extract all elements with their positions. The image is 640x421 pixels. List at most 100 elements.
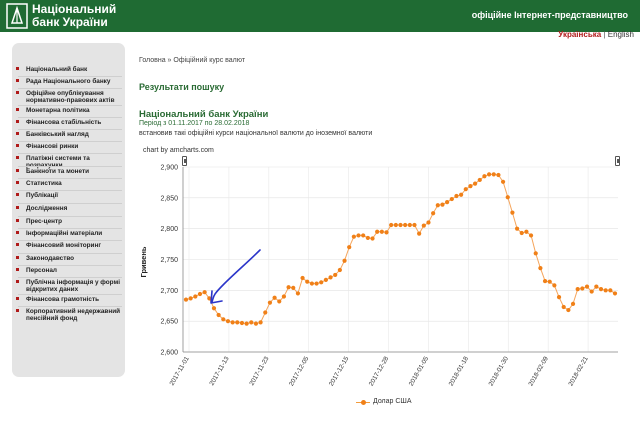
sidebar-item[interactable]: Фінансова грамотність [16,296,124,303]
data-point[interactable] [351,234,356,239]
data-point[interactable] [188,296,193,301]
data-point[interactable] [342,258,347,263]
data-point[interactable] [379,229,384,234]
data-point[interactable] [445,200,450,205]
data-point[interactable] [542,278,548,284]
sidebar-item[interactable]: Законодавство [16,255,124,262]
data-point[interactable] [356,233,361,238]
data-point[interactable] [459,192,464,197]
sidebar-item[interactable]: Фінансовий моніторинг [16,242,124,249]
sidebar-item[interactable]: Банкноти та монети [16,168,124,175]
data-point[interactable] [197,291,203,297]
data-point[interactable] [417,231,422,236]
data-point[interactable] [612,291,618,296]
data-point[interactable] [491,172,496,177]
data-point[interactable] [305,279,310,284]
sidebar-item[interactable]: Персонал [16,267,124,274]
data-point[interactable] [263,310,268,315]
data-point[interactable] [412,222,417,228]
data-point[interactable] [281,294,287,299]
data-point[interactable] [594,284,599,289]
sidebar-item[interactable]: Дослідження [16,205,124,212]
data-point[interactable] [500,179,506,184]
data-point[interactable] [258,320,263,325]
data-point[interactable] [384,230,389,235]
data-point[interactable] [193,294,198,299]
data-point[interactable] [207,296,212,301]
data-point[interactable] [333,272,338,278]
data-point[interactable] [575,287,580,292]
data-point[interactable] [295,291,301,296]
legend-label[interactable]: Долар США [373,398,412,405]
data-point[interactable] [482,174,487,179]
data-point[interactable] [463,187,468,192]
data-point[interactable] [514,226,520,231]
data-point[interactable] [323,277,328,282]
data-point[interactable] [538,266,543,271]
sidebar-item[interactable]: Публікації [16,192,124,199]
sidebar-item[interactable]: Прес-центр [16,218,124,225]
chart-credit-link[interactable]: chart by amcharts.com [143,147,214,154]
data-point[interactable] [496,172,501,178]
data-point[interactable] [230,320,235,325]
data-point[interactable] [216,312,221,318]
data-point[interactable] [473,181,478,186]
data-point[interactable] [291,285,296,290]
nbu-logo-icon[interactable] [6,3,28,29]
data-point[interactable] [468,184,473,189]
sidebar-item[interactable]: Корпоративний недержавний пенсійний фонд [16,308,124,322]
data-point[interactable] [309,281,315,286]
data-point[interactable] [561,304,566,310]
data-point[interactable] [221,317,226,322]
sidebar-item[interactable]: Рада Національного банку [16,78,124,85]
data-point[interactable] [570,301,576,306]
data-point[interactable] [365,235,370,241]
scroll-right-handle[interactable] [615,156,620,166]
data-point[interactable] [249,320,254,325]
sidebar-item[interactable]: Банківський нагляд [16,131,124,138]
data-point[interactable] [328,275,333,280]
data-point[interactable] [403,222,408,228]
data-point[interactable] [440,202,445,207]
data-point[interactable] [393,222,398,228]
data-point[interactable] [267,300,273,305]
data-point[interactable] [505,195,510,200]
data-point[interactable] [556,295,562,300]
sidebar-item[interactable]: Фінансова стабільність [16,119,124,126]
data-point[interactable] [319,280,324,285]
lang-english[interactable]: English [607,30,634,39]
data-point[interactable] [547,279,552,284]
data-point[interactable] [375,229,380,234]
data-point[interactable] [244,321,249,326]
data-point[interactable] [370,236,375,241]
scroll-left-handle[interactable] [182,156,187,166]
data-point[interactable] [589,289,594,294]
data-point[interactable] [361,233,366,238]
data-point[interactable] [253,321,259,326]
data-point[interactable] [580,286,585,291]
data-point[interactable] [435,203,440,208]
legend-marker[interactable] [361,400,366,405]
data-point[interactable] [486,172,492,177]
data-point[interactable] [211,306,217,311]
data-point[interactable] [314,281,319,286]
data-point[interactable] [337,267,342,273]
data-point[interactable] [598,287,604,292]
data-point[interactable] [421,223,426,228]
sidebar-item[interactable]: Національний банк [16,66,124,73]
data-point[interactable] [584,284,590,289]
data-point[interactable] [566,307,571,313]
sidebar-item[interactable]: Публічна інформація у формі відкритих да… [16,279,124,293]
data-point[interactable] [398,222,403,228]
data-point[interactable] [225,319,231,324]
data-point[interactable] [272,295,277,300]
data-point[interactable] [407,222,412,228]
data-point[interactable] [239,320,245,326]
data-point[interactable] [528,233,534,238]
sidebar-item[interactable]: Статистика [16,180,124,187]
data-point[interactable] [533,251,538,256]
data-point[interactable] [202,290,207,295]
data-point[interactable] [389,222,394,228]
data-point[interactable] [426,220,431,225]
data-point[interactable] [286,285,291,290]
